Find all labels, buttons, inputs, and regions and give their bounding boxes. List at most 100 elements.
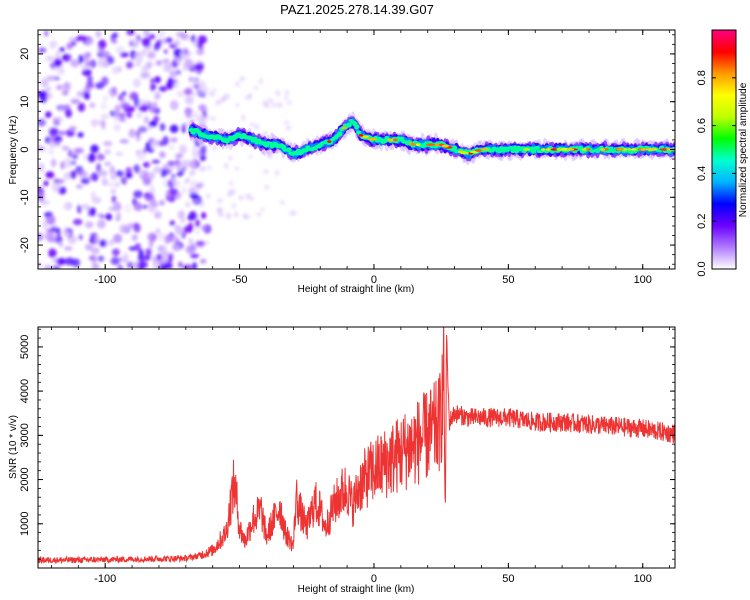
noise-blob bbox=[133, 190, 143, 199]
noise-blob bbox=[63, 158, 73, 168]
noise-blob bbox=[184, 107, 193, 115]
noise-blob bbox=[103, 141, 113, 147]
noise-blob bbox=[199, 155, 206, 162]
noise-blob bbox=[175, 225, 183, 235]
noise-blob bbox=[101, 76, 109, 86]
noise-blob bbox=[181, 47, 189, 55]
noise-blob bbox=[188, 85, 195, 89]
noise-blob bbox=[114, 104, 121, 114]
noise-blob bbox=[97, 57, 104, 68]
ridge-hotspot bbox=[659, 148, 669, 151]
snr-x-axis-label: Height of straight line (km) bbox=[298, 584, 415, 595]
noise-blob bbox=[194, 228, 201, 235]
ridge-hotspot bbox=[327, 140, 332, 143]
noise-blob bbox=[159, 200, 165, 206]
ridge-cell bbox=[354, 124, 360, 130]
ridge-hotspot bbox=[550, 148, 559, 151]
noise-blob bbox=[45, 92, 53, 100]
spectrogram-ridge bbox=[188, 111, 675, 166]
noise-blob bbox=[120, 176, 128, 185]
spectrogram-y-tick-label: 10 bbox=[19, 96, 31, 108]
noise-blob bbox=[113, 201, 122, 212]
noise-blob bbox=[150, 77, 155, 83]
noise-blob bbox=[235, 103, 240, 107]
spectrogram-y-tick-label: -20 bbox=[19, 237, 31, 253]
ridge-cell bbox=[399, 136, 405, 141]
noise-blob bbox=[106, 182, 116, 187]
noise-blob bbox=[45, 86, 52, 92]
noise-blob bbox=[55, 116, 64, 122]
noise-blob bbox=[260, 207, 265, 211]
noise-blob bbox=[160, 38, 168, 45]
noise-blob bbox=[283, 90, 290, 95]
noise-blob bbox=[80, 177, 90, 185]
noise-blob bbox=[95, 30, 102, 38]
noise-blob bbox=[151, 159, 161, 164]
noise-blob bbox=[143, 161, 151, 169]
ridge-hotspot bbox=[460, 151, 469, 155]
noise-blob bbox=[179, 144, 188, 155]
ridge-hotspot bbox=[566, 148, 575, 151]
noise-blob bbox=[76, 35, 87, 41]
noise-blob bbox=[43, 76, 48, 85]
noise-blob bbox=[146, 51, 156, 59]
ridge-hotspot bbox=[475, 149, 482, 152]
noise-blob bbox=[126, 61, 133, 69]
noise-blob bbox=[101, 177, 108, 186]
colorbar-ticks: 0.0 0.2 0.4 0.6 0.8 bbox=[696, 70, 736, 277]
noise-blob bbox=[87, 206, 92, 217]
noise-blob bbox=[107, 56, 115, 65]
ridge-cell bbox=[286, 147, 292, 153]
ridge-hotspot bbox=[545, 148, 552, 151]
ridge-hotspot bbox=[358, 134, 364, 137]
noise-blob bbox=[85, 81, 95, 89]
noise-blob bbox=[64, 231, 70, 238]
ridge-hotspot bbox=[361, 135, 369, 139]
noise-blob bbox=[77, 204, 82, 214]
noise-blob bbox=[254, 124, 259, 131]
noise-blob bbox=[117, 264, 123, 269]
noise-blob bbox=[151, 101, 158, 109]
noise-blob bbox=[98, 39, 107, 50]
ridge-hotspot bbox=[522, 148, 531, 151]
noise-blob bbox=[276, 102, 283, 108]
noise-blob bbox=[154, 91, 161, 100]
noise-blob bbox=[180, 217, 186, 224]
noise-blob bbox=[143, 116, 149, 124]
noise-blob bbox=[176, 172, 182, 177]
noise-blob bbox=[200, 80, 206, 88]
noise-blob bbox=[206, 193, 211, 199]
noise-blob bbox=[128, 246, 138, 251]
noise-blob bbox=[184, 95, 194, 105]
noise-blob bbox=[189, 243, 197, 252]
noise-blob bbox=[189, 179, 198, 188]
ridge-hotspot bbox=[581, 148, 587, 151]
noise-blob bbox=[78, 234, 83, 241]
noise-blob bbox=[148, 171, 155, 180]
noise-blob bbox=[221, 95, 226, 103]
noise-blob bbox=[111, 195, 117, 204]
noise-blob bbox=[241, 114, 245, 122]
noise-blob bbox=[225, 212, 232, 220]
spectrogram-x-tick-label: -50 bbox=[232, 274, 248, 286]
noise-blob bbox=[148, 239, 154, 249]
noise-blob bbox=[51, 265, 61, 269]
noise-blob bbox=[109, 239, 114, 246]
noise-blob bbox=[136, 151, 146, 161]
noise-blob bbox=[259, 77, 263, 85]
noise-blob bbox=[283, 120, 290, 125]
noise-blob bbox=[228, 156, 233, 161]
noise-blob bbox=[115, 170, 124, 177]
noise-blob bbox=[112, 32, 119, 39]
noise-blob bbox=[78, 54, 84, 64]
noise-blob bbox=[189, 170, 195, 177]
noise-blob bbox=[54, 235, 63, 244]
noise-blob bbox=[154, 211, 162, 219]
noise-blob bbox=[160, 168, 167, 178]
noise-blob bbox=[275, 169, 280, 176]
noise-blob bbox=[100, 119, 106, 130]
noise-blob bbox=[143, 30, 150, 37]
noise-blob bbox=[75, 184, 83, 189]
noise-blob bbox=[67, 148, 73, 158]
noise-blob bbox=[141, 127, 146, 133]
